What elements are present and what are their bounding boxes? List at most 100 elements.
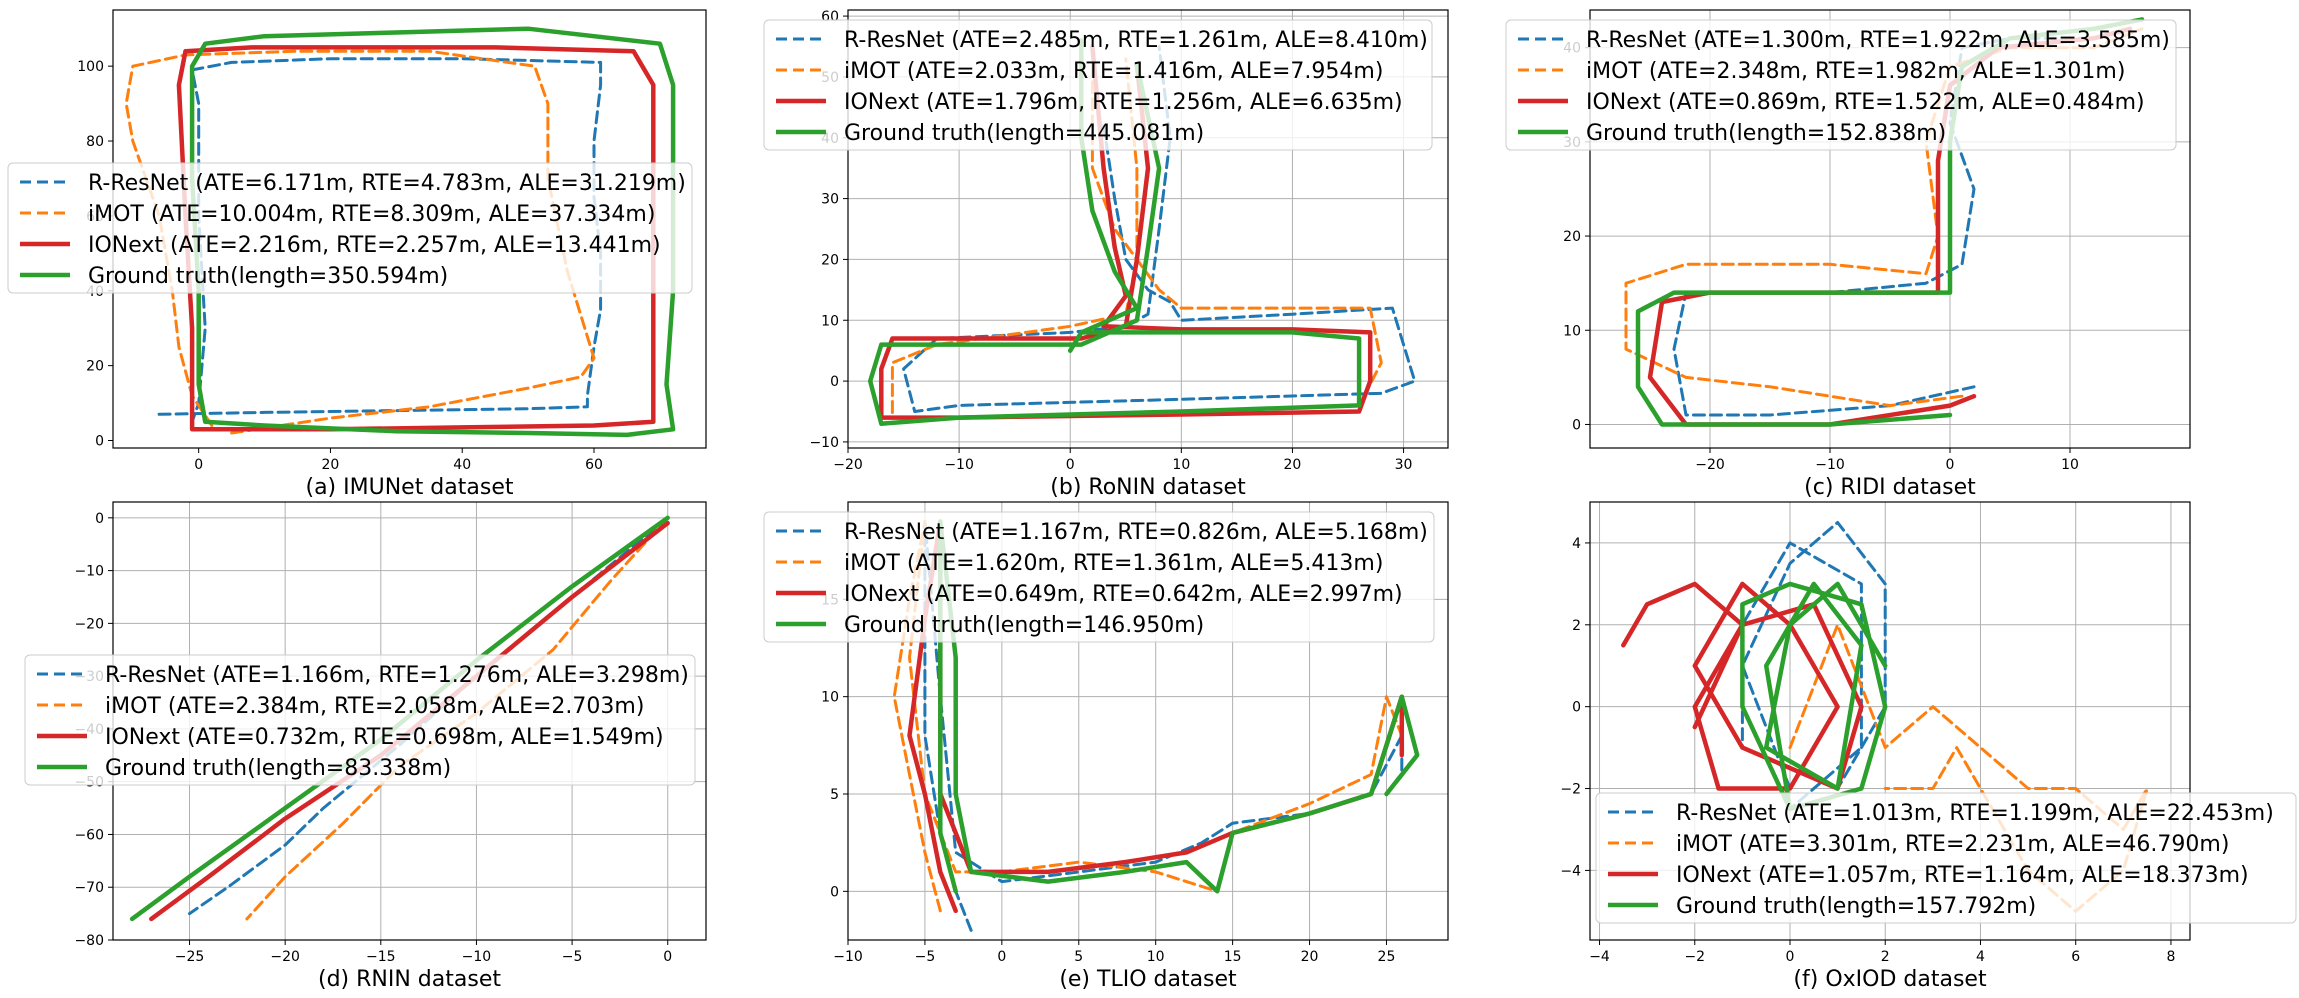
- x-tick-label: 30: [1395, 457, 1413, 473]
- panel-tlio: −10−50510152025051015(e) TLIO datasetR-R…: [763, 501, 1449, 992]
- legend-box: [1595, 792, 2297, 924]
- panel-caption: (f) OxIOD dataset: [1793, 967, 1987, 992]
- series-line-r-resnet: [902, 45, 1417, 413]
- y-tick-label: 0: [95, 434, 104, 450]
- legend-label: R-ResNet (ATE=2.485m, RTE=1.261m, ALE=8.…: [844, 28, 1428, 53]
- y-tick-label: −20: [74, 616, 104, 632]
- panel-imunet: 0204060020406080100(a) IMUNet datasetR-R…: [7, 9, 707, 500]
- panel-caption: (a) IMUNet dataset: [305, 475, 513, 500]
- legend-label: iMOT (ATE=3.301m, RTE=2.231m, ALE=46.790…: [1676, 832, 2229, 857]
- legend-label: R-ResNet (ATE=1.013m, RTE=1.199m, ALE=22…: [1676, 801, 2274, 826]
- x-tick-label: −10: [1815, 457, 1845, 473]
- series-line-imot: [245, 516, 670, 921]
- x-tick-label: 0: [1946, 457, 1955, 473]
- x-tick-label: 20: [1284, 457, 1302, 473]
- x-tick-label: 40: [453, 457, 471, 473]
- legend: R-ResNet (ATE=1.300m, RTE=1.922m, ALE=3.…: [1505, 19, 2177, 151]
- x-tick-label: −4: [1589, 949, 1610, 965]
- axes-frame: [1589, 9, 2191, 449]
- legend-label: IONext (ATE=0.869m, RTE=1.522m, ALE=0.48…: [1586, 90, 2145, 115]
- y-tick-label: −70: [74, 880, 104, 896]
- x-tick-label: −20: [270, 949, 300, 965]
- axes-frame: [847, 9, 1449, 449]
- panel-caption: (d) RNIN dataset: [318, 967, 501, 992]
- x-tick-label: 10: [1147, 949, 1165, 965]
- y-tick-label: 0: [830, 884, 839, 900]
- legend-label: Ground truth(length=350.594m): [88, 264, 448, 289]
- series-line-ground-truth: [1740, 581, 1888, 812]
- x-tick-label: −2: [1684, 949, 1705, 965]
- legend-label: Ground truth(length=146.950m): [844, 613, 1204, 638]
- series-line-ground-truth: [867, 38, 1362, 426]
- legend-label: IONext (ATE=1.057m, RTE=1.164m, ALE=18.3…: [1676, 863, 2249, 888]
- x-tick-label: 4: [1976, 949, 1985, 965]
- legend-label: IONext (ATE=1.796m, RTE=1.256m, ALE=6.63…: [844, 90, 1403, 115]
- axes-frame: [1589, 501, 2191, 941]
- y-tick-label: −10: [74, 564, 104, 580]
- y-tick-label: 0: [95, 511, 104, 527]
- x-tick-label: −25: [175, 949, 205, 965]
- panel-rnin: −25−20−15−10−50−80−70−60−50−40−30−20−100…: [24, 501, 707, 992]
- legend-label: IONext (ATE=0.649m, RTE=0.642m, ALE=2.99…: [844, 582, 1403, 607]
- y-tick-label: 20: [86, 359, 104, 375]
- x-tick-label: 5: [1074, 949, 1083, 965]
- y-tick-label: −80: [74, 933, 104, 949]
- legend-label: R-ResNet (ATE=1.166m, RTE=1.276m, ALE=3.…: [105, 663, 689, 688]
- legend-label: R-ResNet (ATE=6.171m, RTE=4.783m, ALE=31…: [88, 171, 686, 196]
- y-tick-label: −4: [1560, 863, 1581, 879]
- legend-label: iMOT (ATE=2.348m, RTE=1.982m, ALE=1.301m…: [1586, 59, 2125, 84]
- y-tick-label: 20: [821, 252, 839, 268]
- legend: R-ResNet (ATE=1.167m, RTE=0.826m, ALE=5.…: [763, 511, 1435, 643]
- series-line-ground-truth: [189, 26, 676, 438]
- legend-box: [7, 162, 693, 294]
- y-tick-label: −60: [74, 827, 104, 843]
- x-tick-label: −20: [1695, 457, 1725, 473]
- x-tick-label: 10: [2061, 457, 2079, 473]
- y-tick-label: 0: [1572, 417, 1581, 433]
- x-tick-label: 0: [997, 949, 1006, 965]
- x-tick-label: 25: [1378, 949, 1396, 965]
- y-tick-label: −10: [809, 435, 839, 451]
- legend: R-ResNet (ATE=1.166m, RTE=1.276m, ALE=3.…: [24, 654, 696, 786]
- x-tick-label: 6: [2071, 949, 2080, 965]
- x-tick-label: 10: [1172, 457, 1190, 473]
- x-tick-label: 0: [663, 949, 672, 965]
- y-tick-label: 10: [821, 690, 839, 706]
- legend-box: [763, 19, 1433, 151]
- panel-caption: (b) RoNIN dataset: [1050, 475, 1246, 500]
- y-tick-label: 0: [1572, 700, 1581, 716]
- y-tick-label: 100: [77, 59, 104, 75]
- legend-label: IONext (ATE=2.216m, RTE=2.257m, ALE=13.4…: [88, 233, 661, 258]
- x-tick-label: 20: [322, 457, 340, 473]
- series-line-r-resnet: [157, 57, 603, 424]
- y-tick-label: 2: [1572, 618, 1581, 634]
- legend-label: Ground truth(length=445.081m): [844, 121, 1204, 146]
- series-group: [867, 38, 1417, 426]
- x-tick-label: 20: [1301, 949, 1319, 965]
- x-tick-label: 15: [1224, 949, 1242, 965]
- legend: R-ResNet (ATE=1.013m, RTE=1.199m, ALE=22…: [1595, 792, 2297, 924]
- x-tick-label: −10: [833, 949, 863, 965]
- y-tick-label: 5: [830, 787, 839, 803]
- y-tick-label: 10: [821, 313, 839, 329]
- axes-frame: [847, 501, 1449, 941]
- legend-box: [24, 654, 696, 786]
- panel-oxiod: −4 −2 0 2 4 6 8 −4 −2 0 2 4 (f) OxIOD dataset R-ResNe…: [1560, 501, 2297, 992]
- legend-label: Ground truth(length=83.338m): [105, 756, 451, 781]
- x-tick-label: −10: [462, 949, 492, 965]
- legend-label: iMOT (ATE=10.004m, RTE=8.309m, ALE=37.33…: [88, 202, 655, 227]
- x-tick-label: −10: [944, 457, 974, 473]
- x-tick-label: 0: [1066, 457, 1075, 473]
- series-line-imot: [892, 520, 1404, 913]
- x-tick-label: 2: [1881, 949, 1890, 965]
- legend-box: [763, 511, 1435, 643]
- x-tick-label: −5: [562, 949, 583, 965]
- x-tick-label: 0: [194, 457, 203, 473]
- legend-label: Ground truth(length=157.792m): [1676, 894, 2036, 919]
- legend-label: R-ResNet (ATE=1.300m, RTE=1.922m, ALE=3.…: [1586, 28, 2170, 53]
- x-tick-label: 8: [2166, 949, 2175, 965]
- legend: R-ResNet (ATE=6.171m, RTE=4.783m, ALE=31…: [7, 162, 693, 294]
- panel-ridi: −20−10010010203040(c) RIDI datasetR-ResN…: [1505, 9, 2191, 500]
